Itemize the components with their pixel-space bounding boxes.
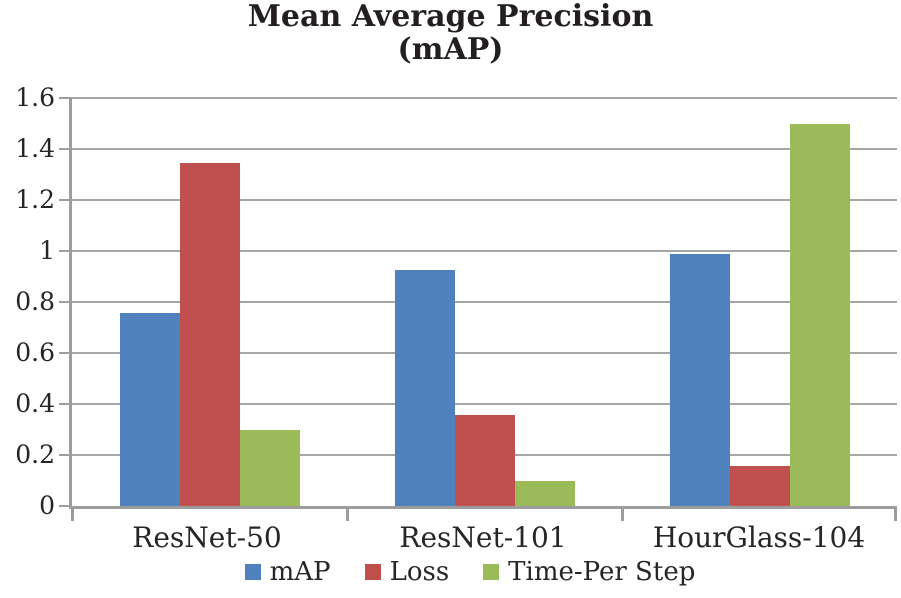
gridline xyxy=(72,250,897,252)
category-label: HourGlass-104 xyxy=(652,521,866,554)
y-axis-tick-label: 1.2 xyxy=(15,185,55,214)
bar-loss xyxy=(454,415,515,506)
legend-item-map: mAP xyxy=(244,557,331,587)
bar-groups xyxy=(72,98,897,506)
y-axis-tick-label: 0.6 xyxy=(15,338,55,367)
gridline xyxy=(72,199,897,201)
bar-map xyxy=(119,313,180,506)
gridline xyxy=(72,97,897,99)
y-axis-tick xyxy=(59,352,72,354)
legend-swatch-icon xyxy=(244,564,261,580)
chart-title-line2: (mAP) xyxy=(397,32,504,67)
gridline xyxy=(72,301,897,303)
gridline xyxy=(72,148,897,150)
y-axis-tick xyxy=(59,403,72,405)
x-axis-tick xyxy=(894,509,897,521)
chart-title-line1: Mean Average Precision xyxy=(247,0,654,34)
legend-swatch-icon xyxy=(483,564,500,580)
y-axis-tick-label: 0.2 xyxy=(15,440,55,469)
y-axis-tick-label: 1.4 xyxy=(15,134,55,163)
y-axis-tick-label: 1.6 xyxy=(15,83,55,112)
x-axis-category-labels: ResNet-50 ResNet-101 HourGlass-104 xyxy=(69,522,897,554)
bar-time-per-step xyxy=(789,123,850,506)
legend-item-time-per-step: Time-Per Step xyxy=(483,557,695,587)
bar-time-per-step xyxy=(514,480,575,506)
plot-area xyxy=(59,97,897,521)
y-axis-tick xyxy=(59,199,72,201)
y-axis-tick xyxy=(59,148,72,150)
x-axis-tick xyxy=(345,509,349,521)
y-axis-tick-label: 0.4 xyxy=(15,389,55,418)
y-axis-tick xyxy=(59,454,72,456)
legend-label: Time-Per Step xyxy=(508,557,696,587)
gridline xyxy=(72,403,897,405)
bar-group-resnet-101 xyxy=(347,98,622,506)
y-axis-tick-label: 0.8 xyxy=(15,287,55,316)
legend-swatch-icon xyxy=(364,564,381,580)
gridline xyxy=(72,352,897,354)
chart-title: Mean Average Precision (mAP) xyxy=(0,0,901,66)
bar-loss xyxy=(729,466,790,506)
bar-group-resnet-50 xyxy=(72,98,347,506)
y-axis-tick xyxy=(59,505,72,507)
y-axis-tick xyxy=(59,250,72,252)
y-axis-tick-label: 1 xyxy=(39,236,55,265)
bar-map xyxy=(669,253,730,506)
legend-label: mAP xyxy=(269,557,331,587)
x-axis-tick xyxy=(620,509,624,521)
bar-time-per-step xyxy=(239,429,300,506)
y-axis-tick xyxy=(59,97,72,99)
bar-loss xyxy=(179,163,240,506)
bar-group-hourglass-104 xyxy=(622,98,897,506)
category-label: ResNet-50 xyxy=(132,521,282,554)
category-label: ResNet-101 xyxy=(399,521,567,554)
legend-item-loss: Loss xyxy=(364,557,450,587)
x-axis-tick xyxy=(71,509,74,521)
y-axis-tick xyxy=(59,301,72,303)
bar-map xyxy=(394,270,455,506)
y-axis-labels: 1.6 1.4 1.2 1 0.8 0.6 0.4 0.2 0 xyxy=(0,83,55,520)
y-axis-tick-label: 0 xyxy=(39,491,55,520)
legend: mAP Loss Time-Per Step xyxy=(0,557,901,587)
legend-label: Loss xyxy=(389,557,450,587)
